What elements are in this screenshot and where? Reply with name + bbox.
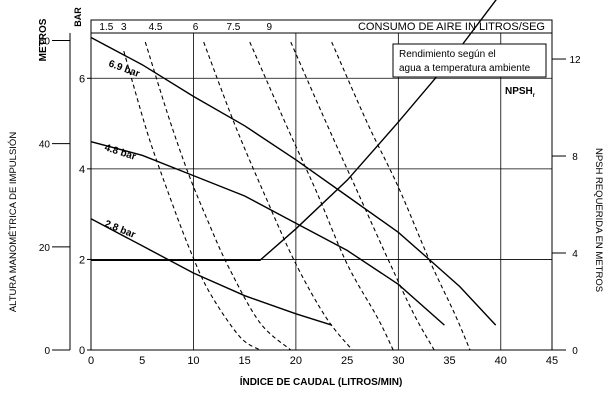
top-axis-title: CONSUMO DE AIRE IN LITROS/SEG xyxy=(358,21,545,33)
top-axis-tick-label: 3 xyxy=(121,22,127,33)
x-tick-label: 15 xyxy=(239,355,251,367)
top-axis-frame xyxy=(90,19,553,34)
npsh-label-main: NPSH xyxy=(505,86,533,97)
y-right-tick-label: 0 xyxy=(572,346,578,357)
air-consumption-curve-6 xyxy=(331,41,471,351)
y-outer-tick-label: 0 xyxy=(44,346,50,357)
x-tick-label: 25 xyxy=(341,355,353,367)
performance-curve-48 xyxy=(90,141,445,326)
tick-labels: 0 5 10 15 20 25 30 35 40 451.5 3 4.5 6 7.5 90246020406… xyxy=(39,22,581,367)
y-inner-tick-label: 6 xyxy=(79,73,85,85)
y-right-tick-label: 4 xyxy=(572,249,578,260)
y-inner-tick-label: 4 xyxy=(79,164,85,176)
air-consumption-curve-1 xyxy=(123,50,261,351)
npsh-label-sub: r xyxy=(533,93,536,99)
y-outer-axis-title: ALTURA MANOMÉTRICA DE IMPULSIÓN xyxy=(8,132,19,312)
y-outer-units-label: METROS xyxy=(38,18,49,61)
x-tick-label: 10 xyxy=(187,355,199,367)
x-tick-label: 0 xyxy=(88,355,94,367)
x-tick-label: 40 xyxy=(495,355,507,367)
top-axis-tick-label: 7.5 xyxy=(226,22,240,33)
npsh-label: NPSHr xyxy=(505,86,536,99)
y-outer-tick-label: 20 xyxy=(39,243,51,254)
y-right-tick-label: 12 xyxy=(569,55,581,66)
x-tick-label: 20 xyxy=(290,355,302,367)
y-inner-tick-label: 2 xyxy=(79,254,85,266)
plot-frame xyxy=(90,32,553,351)
air-consumption-curve-5 xyxy=(290,41,435,351)
top-axis-tick-label: 9 xyxy=(266,22,272,33)
legend-box xyxy=(392,43,547,78)
x-tick-label: 5 xyxy=(139,355,145,367)
series-label-2-8-bar: 2.8 bar xyxy=(103,219,137,241)
performance-curve-69 xyxy=(90,36,497,326)
y-right-tick-label: 8 xyxy=(572,152,578,163)
top-axis-tick-label: 1.5 xyxy=(99,22,113,33)
y-outer-tick-label: 60 xyxy=(39,37,51,48)
curves xyxy=(90,0,497,351)
y-right-axis-title: NPSH REQUERIDA EN METROS xyxy=(593,148,604,292)
y-inner-units-label: BAR xyxy=(73,7,83,27)
top-axis-tick-label: 4.5 xyxy=(149,22,163,33)
air-consumption-curve-2 xyxy=(144,41,292,351)
x-tick-label: 35 xyxy=(443,355,455,367)
series-label-4-8-bar: 4.8 bar xyxy=(103,142,137,162)
y-inner-tick-label: 0 xyxy=(79,345,85,357)
air-consumption-curve-4 xyxy=(249,41,394,351)
legend-box-line1: Rendimiento según el xyxy=(399,49,496,60)
top-axis-tick-label: 6 xyxy=(193,22,199,33)
x-tick-label: 45 xyxy=(546,355,558,367)
x-axis-title: ÍNDICE DE CAUDAL (LITROS/MIN) xyxy=(240,375,403,388)
air-consumption-curve-3 xyxy=(203,41,353,351)
y-outer-tick-label: 40 xyxy=(39,140,51,151)
legend-box-line2: agua a temperatura ambiente xyxy=(399,63,531,74)
performance-curve-28 xyxy=(90,218,332,326)
x-tick-label: 30 xyxy=(392,355,404,367)
grid xyxy=(91,33,552,350)
